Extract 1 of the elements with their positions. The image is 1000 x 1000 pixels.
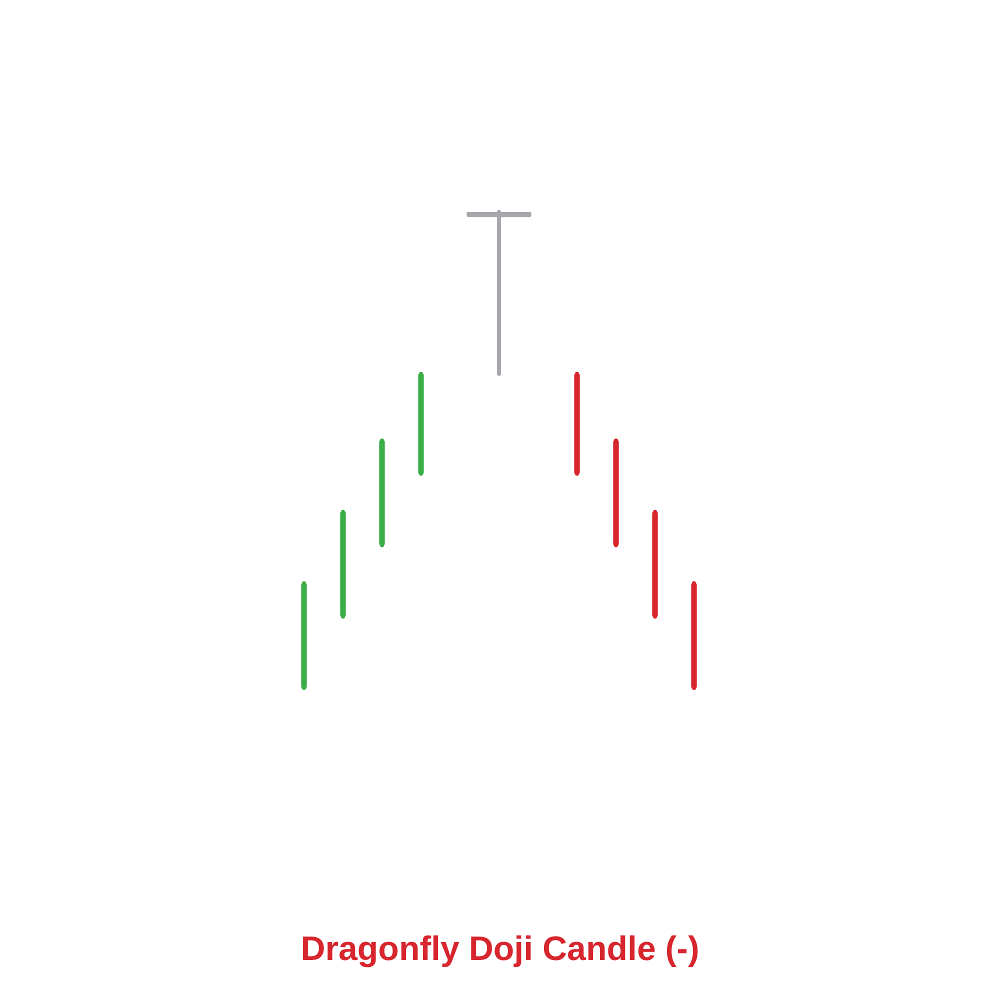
text: Dragonfly Doji Candle (-) (300, 930, 700, 969)
